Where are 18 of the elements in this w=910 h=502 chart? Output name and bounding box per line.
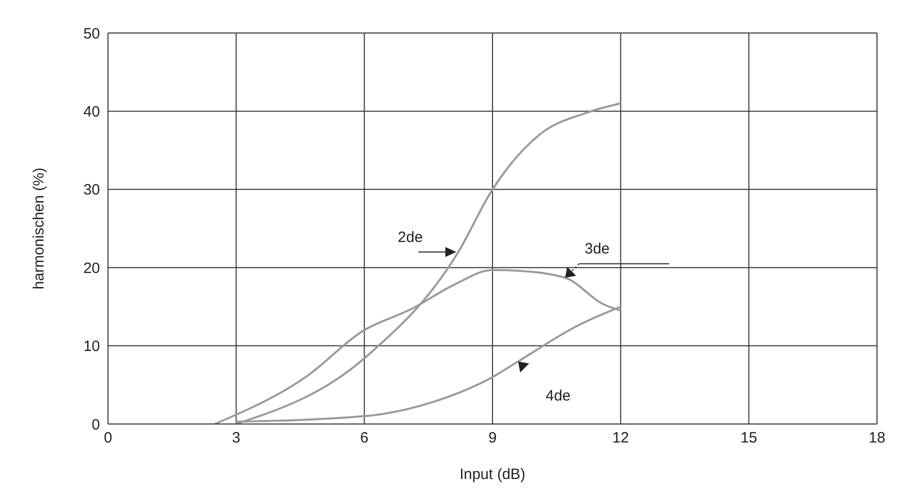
y-axis-title: harmonischen (%) [30,168,48,290]
x-tick-label: 9 [488,430,497,447]
y-tick-label: 20 [83,260,100,277]
y-tick-label: 40 [83,104,100,121]
x-tick-label: 6 [360,430,369,447]
y-tick-label: 0 [92,416,100,434]
y-tick-label: 10 [83,338,100,356]
text: 2de [398,228,423,246]
text: 4de [546,387,571,404]
x-tick-label: 12 [612,430,630,447]
y-tick-label: 50 [83,25,100,42]
x-tick-label: 0 [104,430,112,447]
x-tick-label: 15 [740,430,758,447]
series-label: 3de [584,240,610,258]
x-tick-label: 3 [232,430,240,447]
y-tick-label: 30 [83,182,100,199]
x-axis-title: Input (dB) [460,466,526,483]
x-tick-label: 18 [868,430,886,447]
